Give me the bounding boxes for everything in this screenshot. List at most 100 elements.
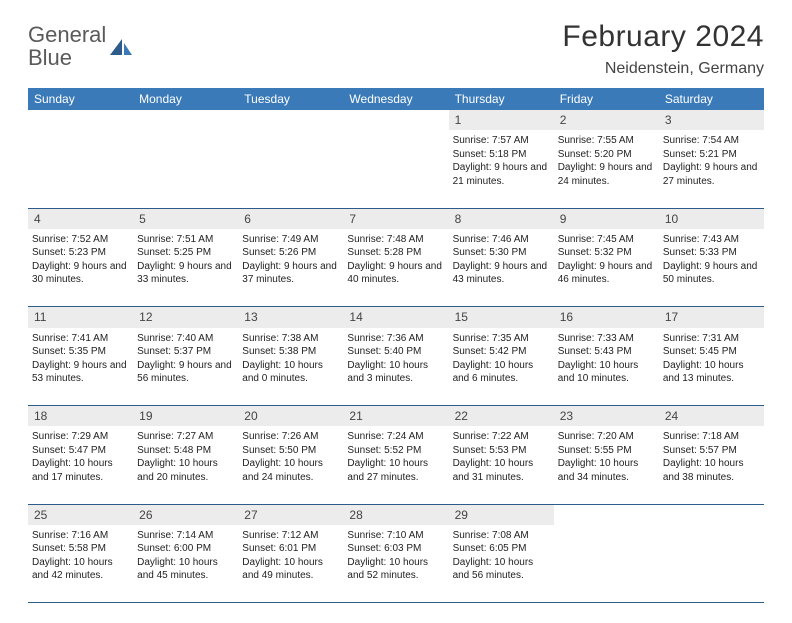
day-number: 14	[343, 307, 448, 328]
day-number	[133, 110, 238, 130]
daylight-line: Daylight: 9 hours and 37 minutes.	[242, 260, 339, 287]
sunrise-line: Sunrise: 7:27 AM	[137, 430, 234, 444]
sunrise-line: Sunrise: 7:45 AM	[558, 233, 655, 247]
day-detail-row: Sunrise: 7:41 AMSunset: 5:35 PM Daylight:…	[28, 328, 764, 406]
day-number: 18	[28, 406, 133, 427]
sunrise-line: Sunrise: 7:43 AM	[663, 233, 760, 247]
day-number: 29	[449, 504, 554, 525]
daylight-line: Daylight: 9 hours and 43 minutes.	[453, 260, 550, 287]
sunset-line: Sunset: 5:57 PM	[663, 444, 760, 458]
day-number: 23	[554, 406, 659, 427]
sunset-line: Sunset: 5:55 PM	[558, 444, 655, 458]
sunrise-line: Sunrise: 7:24 AM	[347, 430, 444, 444]
daylight-line: Daylight: 9 hours and 46 minutes.	[558, 260, 655, 287]
day-number: 13	[238, 307, 343, 328]
sunset-line: Sunset: 5:25 PM	[137, 246, 234, 260]
day-number: 26	[133, 504, 238, 525]
sunrise-line: Sunrise: 7:46 AM	[453, 233, 550, 247]
day-number: 22	[449, 406, 554, 427]
sunset-line: Sunset: 5:20 PM	[558, 148, 655, 162]
day-detail: Sunrise: 7:48 AMSunset: 5:28 PMDaylight:…	[343, 229, 448, 307]
col-thursday: Thursday	[449, 88, 554, 110]
daylight-line: Daylight: 10 hours and 20 minutes.	[137, 457, 234, 484]
daylight-line: Daylight: 10 hours and 0 minutes.	[242, 359, 339, 386]
weekday-header-row: Sunday Monday Tuesday Wednesday Thursday…	[28, 88, 764, 110]
daylight-line: Daylight: 10 hours and 34 minutes.	[558, 457, 655, 484]
sunset-line: Sunset: 5:58 PM	[32, 542, 129, 556]
sunrise-line: Sunrise: 7:12 AM	[242, 529, 339, 543]
title-block: February 2024 Neidenstein, Germany	[562, 20, 764, 78]
day-number	[343, 110, 448, 130]
sunset-line: Sunset: 5:37 PM	[137, 345, 234, 359]
day-detail: Sunrise: 7:54 AMSunset: 5:21 PMDaylight:…	[659, 130, 764, 208]
sunrise-line: Sunrise: 7:31 AM	[663, 332, 760, 346]
day-detail: Sunrise: 7:46 AMSunset: 5:30 PMDaylight:…	[449, 229, 554, 307]
logo-text: General Blue	[28, 24, 106, 70]
sunset-line: Sunset: 5:40 PM	[347, 345, 444, 359]
page-title: February 2024	[562, 20, 764, 54]
day-detail: Sunrise: 7:12 AMSunset: 6:01 PMDaylight:…	[238, 525, 343, 603]
sunrise-line: Sunrise: 7:33 AM	[558, 332, 655, 346]
day-number: 2	[554, 110, 659, 130]
day-detail: Sunrise: 7:16 AMSunset: 5:58 PMDaylight:…	[28, 525, 133, 603]
daylight-line: Daylight: 10 hours and 24 minutes.	[242, 457, 339, 484]
day-number	[659, 504, 764, 525]
sunrise-line: Sunrise: 7:55 AM	[558, 134, 655, 148]
day-detail: Sunrise: 7:22 AMSunset: 5:53 PMDaylight:…	[449, 426, 554, 504]
daylight-line: Daylight: 10 hours and 49 minutes.	[242, 556, 339, 583]
day-number	[238, 110, 343, 130]
daylight-line: Daylight: 10 hours and 10 minutes.	[558, 359, 655, 386]
day-number: 16	[554, 307, 659, 328]
sunset-line: Sunset: 6:05 PM	[453, 542, 550, 556]
day-number: 27	[238, 504, 343, 525]
day-detail-row: Sunrise: 7:57 AMSunset: 5:18 PMDaylight:…	[28, 130, 764, 208]
day-detail: Sunrise: 7:31 AMSunset: 5:45 PMDaylight:…	[659, 328, 764, 406]
logo-word2: Blue	[28, 45, 72, 70]
sunrise-line: Sunrise: 7:22 AM	[453, 430, 550, 444]
day-detail: Sunrise: 7:18 AMSunset: 5:57 PMDaylight:…	[659, 426, 764, 504]
day-detail: Sunrise: 7:33 AMSunset: 5:43 PMDaylight:…	[554, 328, 659, 406]
daylight-line: Daylight: 10 hours and 27 minutes.	[347, 457, 444, 484]
location: Neidenstein, Germany	[562, 60, 764, 78]
day-number: 15	[449, 307, 554, 328]
daylight-line: Daylight: 10 hours and 52 minutes.	[347, 556, 444, 583]
day-detail: Sunrise: 7:08 AMSunset: 6:05 PMDaylight:…	[449, 525, 554, 603]
sunrise-line: Sunrise: 7:10 AM	[347, 529, 444, 543]
col-tuesday: Tuesday	[238, 88, 343, 110]
day-number: 6	[238, 208, 343, 229]
day-detail: Sunrise: 7:45 AMSunset: 5:32 PMDaylight:…	[554, 229, 659, 307]
sunrise-line: Sunrise: 7:41 AM	[32, 332, 129, 346]
day-number: 11	[28, 307, 133, 328]
sunset-line: Sunset: 5:32 PM	[558, 246, 655, 260]
sunset-line: Sunset: 5:35 PM	[32, 345, 129, 359]
daylight-line: Daylight: 10 hours and 3 minutes.	[347, 359, 444, 386]
daylight-line: Daylight: 10 hours and 56 minutes.	[453, 556, 550, 583]
sunset-line: Sunset: 5:50 PM	[242, 444, 339, 458]
day-number: 1	[449, 110, 554, 130]
day-number: 28	[343, 504, 448, 525]
sunset-line: Sunset: 5:45 PM	[663, 345, 760, 359]
sunset-line: Sunset: 5:53 PM	[453, 444, 550, 458]
day-detail: Sunrise: 7:38 AMSunset: 5:38 PMDaylight:…	[238, 328, 343, 406]
day-detail-row: Sunrise: 7:52 AMSunset: 5:23 PMDaylight:…	[28, 229, 764, 307]
day-number: 8	[449, 208, 554, 229]
sunrise-line: Sunrise: 7:36 AM	[347, 332, 444, 346]
day-detail-row: Sunrise: 7:29 AMSunset: 5:47 PMDaylight:…	[28, 426, 764, 504]
sunset-line: Sunset: 5:33 PM	[663, 246, 760, 260]
sunrise-line: Sunrise: 7:54 AM	[663, 134, 760, 148]
day-detail	[554, 525, 659, 603]
day-detail: Sunrise: 7:55 AMSunset: 5:20 PMDaylight:…	[554, 130, 659, 208]
day-detail: Sunrise: 7:24 AMSunset: 5:52 PMDaylight:…	[343, 426, 448, 504]
sunset-line: Sunset: 5:30 PM	[453, 246, 550, 260]
day-detail: Sunrise: 7:41 AMSunset: 5:35 PMDaylight:…	[28, 328, 133, 406]
header: General Blue February 2024 Neidenstein, …	[28, 20, 764, 78]
day-detail	[238, 130, 343, 208]
day-number: 17	[659, 307, 764, 328]
sunrise-line: Sunrise: 7:57 AM	[453, 134, 550, 148]
daylight-line: Daylight: 9 hours and 21 minutes.	[453, 161, 550, 188]
day-detail-row: Sunrise: 7:16 AMSunset: 5:58 PMDaylight:…	[28, 525, 764, 603]
day-number: 21	[343, 406, 448, 427]
day-detail: Sunrise: 7:52 AMSunset: 5:23 PMDaylight:…	[28, 229, 133, 307]
day-detail	[343, 130, 448, 208]
logo: General Blue	[28, 24, 134, 70]
